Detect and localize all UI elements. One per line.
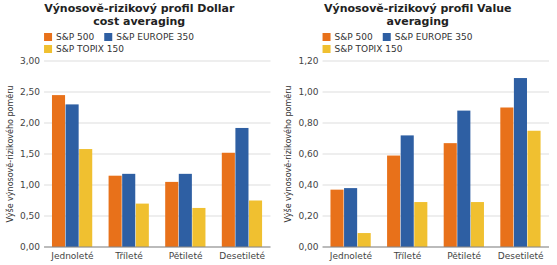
bar <box>344 188 357 247</box>
legend-item: S&P 500 <box>323 32 373 42</box>
bar <box>109 176 122 247</box>
legend-item: S&P TOPIX 150 <box>44 44 124 54</box>
x-tick-label: Desetileté <box>498 251 544 261</box>
x-axis-line <box>323 247 549 248</box>
y-tick-label: 1,00 <box>20 180 40 190</box>
legend-swatch <box>44 33 52 41</box>
grid-line <box>323 61 549 62</box>
bar <box>249 201 262 248</box>
y-tick-label: 1,50 <box>20 149 40 159</box>
y-tick-label: 0,00 <box>20 242 40 252</box>
y-axis-label: Výše výnosově-rizikového poměru <box>5 85 15 222</box>
legend-label: S&P EUROPE 350 <box>116 32 194 42</box>
y-tick-label: 1,00 <box>299 87 319 97</box>
bar <box>52 95 65 247</box>
legend-swatch <box>44 45 52 53</box>
y-tick-label: 2,00 <box>20 118 40 128</box>
legend-label: S&P EUROPE 350 <box>395 32 473 42</box>
bar <box>358 233 371 247</box>
bar <box>514 78 527 247</box>
legend-label: S&P 500 <box>335 32 373 42</box>
chart-panel: Výnosově-rizikový profil Dollarcost aver… <box>5 2 271 261</box>
bar <box>222 153 235 247</box>
bars <box>330 78 540 247</box>
y-tick-label: 0,80 <box>299 118 319 128</box>
grid <box>323 61 549 247</box>
y-tick-label: 0,00 <box>299 242 319 252</box>
chart-panel: Výnosově-rizikový profil Valueaveraging 0… <box>283 2 549 261</box>
bar <box>165 182 178 247</box>
y-tick-label: 2,50 <box>20 87 40 97</box>
x-tick-label: Pětileté <box>447 251 481 261</box>
bar <box>79 149 92 247</box>
x-tick-label: Desetileté <box>219 251 265 261</box>
y-tick-label: 3,00 <box>20 56 40 66</box>
legend: S&P 500 S&P EUROPE 350 S&P TOPIX 150 <box>323 32 473 54</box>
grid-line <box>44 92 270 93</box>
legend-swatch <box>383 33 391 41</box>
bar <box>527 131 540 247</box>
bar <box>401 135 414 247</box>
chart-title: Výnosově-rizikový profil Valueaveraging <box>324 2 512 28</box>
chart-canvas: Výnosově-rizikový profil Dollarcost aver… <box>0 0 557 265</box>
legend-swatch <box>323 33 331 41</box>
grid-line <box>44 61 270 62</box>
bar <box>136 204 149 247</box>
bar <box>471 202 484 247</box>
x-tick-label: Jednoleté <box>329 251 373 261</box>
bar <box>179 174 192 247</box>
grid-line <box>44 247 270 248</box>
bar <box>330 190 343 247</box>
x-tick-label: Tříleté <box>393 251 422 261</box>
y-axis-label: Výše výnosově-rizikového poměru <box>283 85 293 222</box>
legend-label: S&P 500 <box>56 32 94 42</box>
x-tick-label: Pětileté <box>169 251 203 261</box>
legend-label: S&P TOPIX 150 <box>56 44 124 54</box>
bar <box>122 174 135 247</box>
bar <box>457 111 470 247</box>
legend-swatch <box>323 45 331 53</box>
legend-label: S&P TOPIX 150 <box>335 44 403 54</box>
legend-swatch <box>104 33 112 41</box>
legend: S&P 500 S&P EUROPE 350 S&P TOPIX 150 <box>44 32 194 54</box>
grid-line <box>323 247 549 248</box>
y-tick-label: 0,60 <box>299 149 319 159</box>
y-tick-label: 0,20 <box>299 211 319 221</box>
legend-item: S&P EUROPE 350 <box>383 32 473 42</box>
legend-item: S&P TOPIX 150 <box>323 44 403 54</box>
bar <box>414 202 427 247</box>
chart-title: Výnosově-rizikový profil Dollarcost aver… <box>44 2 235 28</box>
bar <box>444 143 457 247</box>
bar <box>192 208 205 247</box>
y-tick-label: 1,20 <box>299 56 319 66</box>
bar <box>66 104 79 247</box>
x-axis-line <box>44 247 270 248</box>
x-tick-label: Jednoleté <box>50 251 94 261</box>
legend-item: S&P EUROPE 350 <box>104 32 194 42</box>
y-tick-label: 0,40 <box>299 180 319 190</box>
x-tick-label: Tříleté <box>114 251 143 261</box>
bar <box>235 128 248 247</box>
legend-item: S&P 500 <box>44 32 94 42</box>
bar <box>500 108 513 248</box>
bars <box>52 95 262 247</box>
y-tick-label: 0,50 <box>20 211 40 221</box>
bar <box>387 156 400 247</box>
grid <box>44 61 270 247</box>
